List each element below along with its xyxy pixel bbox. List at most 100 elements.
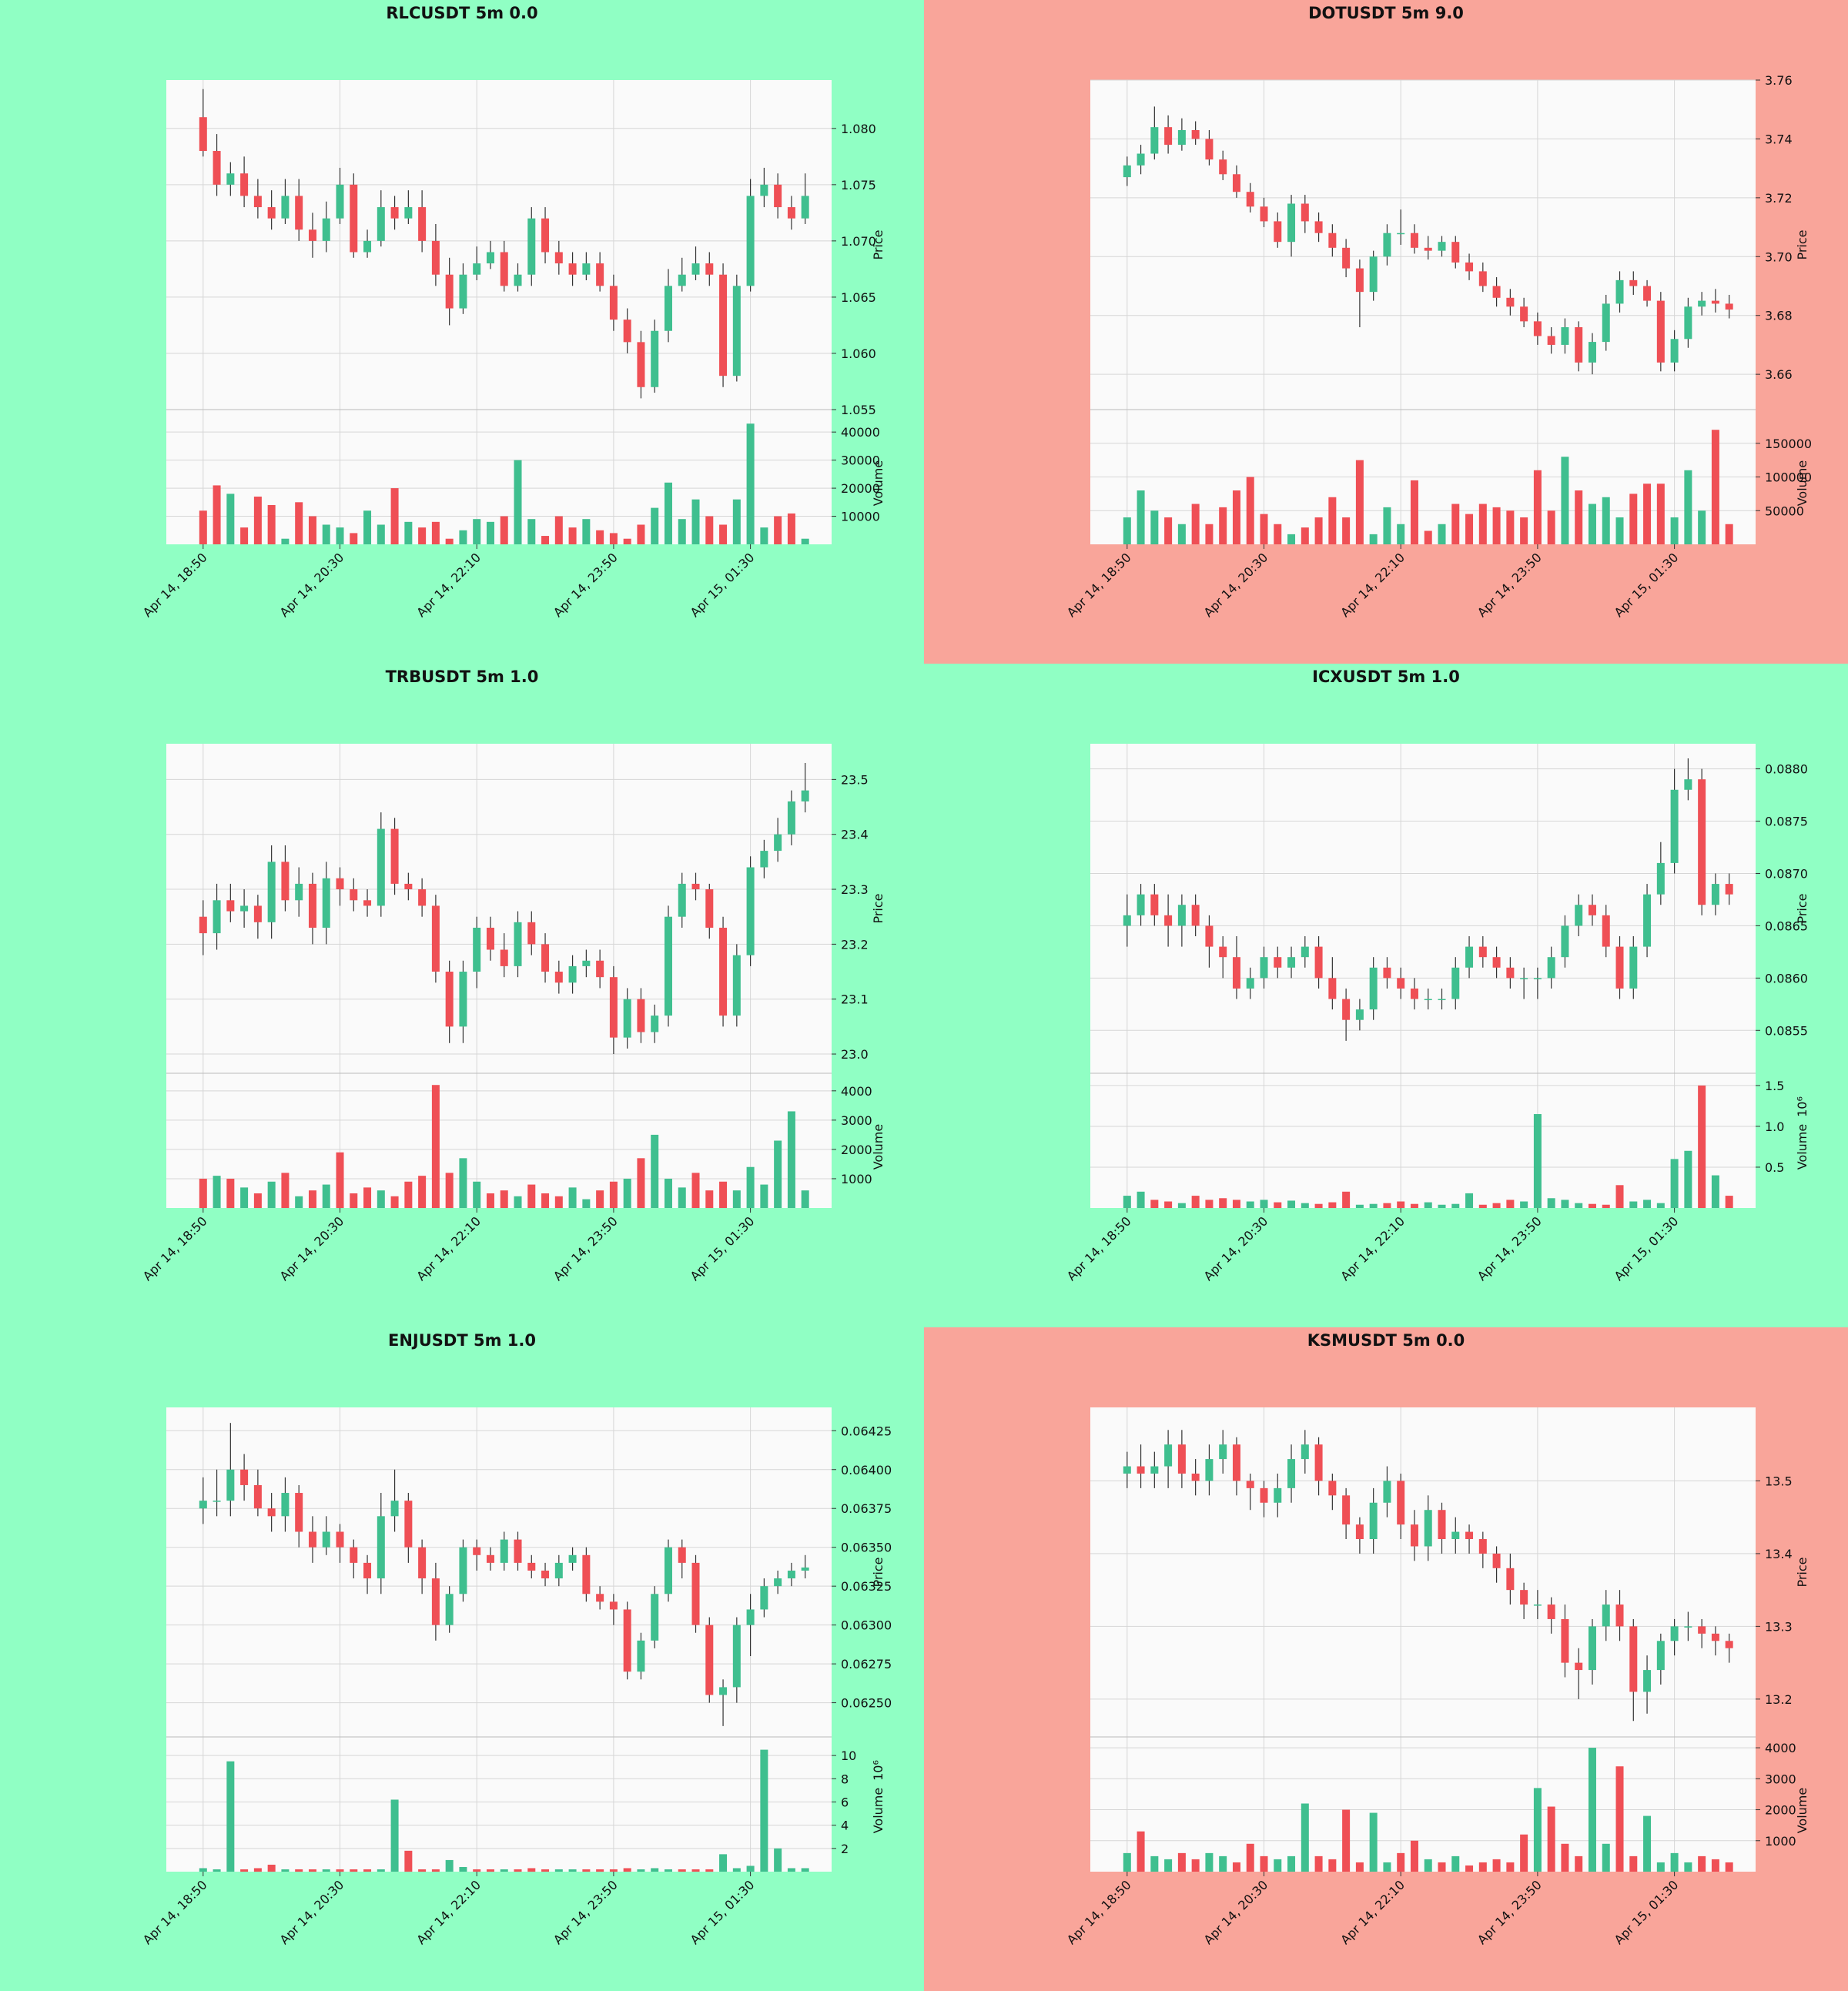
y-tick-label: 0.06275 bbox=[841, 1657, 892, 1671]
price-plot-area bbox=[166, 744, 832, 1073]
volume-bar bbox=[1698, 1855, 1706, 1872]
volume-bar bbox=[199, 510, 207, 544]
candle-body bbox=[1643, 286, 1652, 301]
volume-bar bbox=[705, 1190, 714, 1208]
volume-bar bbox=[486, 1869, 494, 1872]
volume-bar bbox=[363, 1869, 372, 1872]
volume-bar bbox=[336, 1152, 344, 1208]
candle-body bbox=[705, 263, 714, 275]
volume-bar bbox=[719, 1181, 728, 1208]
candle-body bbox=[226, 173, 235, 185]
candle-body bbox=[1711, 884, 1719, 905]
volume-bar bbox=[609, 1869, 618, 1872]
candle-body bbox=[1684, 306, 1692, 340]
volume-bar bbox=[1520, 517, 1528, 544]
volume-bar bbox=[473, 1869, 481, 1872]
volume-bar bbox=[1137, 1831, 1145, 1872]
y-tick-label: 1.055 bbox=[841, 403, 876, 417]
candle-body bbox=[322, 878, 330, 928]
candle-body bbox=[267, 1508, 276, 1517]
volume-bar bbox=[404, 1181, 413, 1208]
volume-bar bbox=[1314, 517, 1323, 544]
candle-body bbox=[322, 1531, 330, 1548]
candle-body bbox=[1123, 165, 1131, 178]
candle-body bbox=[787, 1570, 795, 1579]
y-tick-label: 0.0875 bbox=[1765, 815, 1808, 829]
volume-bar bbox=[281, 538, 290, 544]
volume-bar bbox=[1287, 1200, 1296, 1208]
candle-body bbox=[514, 1539, 522, 1563]
y-tick-label: 1.080 bbox=[841, 122, 876, 136]
candle-body bbox=[308, 883, 316, 928]
volume-plot-area bbox=[166, 410, 832, 544]
volume-bar bbox=[1301, 1203, 1309, 1208]
candle-body bbox=[664, 286, 672, 331]
volume-bar bbox=[1711, 1175, 1719, 1208]
y-tick-label: 23.2 bbox=[841, 937, 869, 952]
candle-body bbox=[1205, 925, 1214, 947]
volume-bar bbox=[1355, 1204, 1364, 1208]
volume-bar bbox=[431, 1869, 440, 1872]
candle-body bbox=[541, 1570, 550, 1579]
volume-bar bbox=[1533, 470, 1542, 544]
volume-bar bbox=[691, 1173, 700, 1208]
candle-body bbox=[1588, 342, 1596, 363]
volume-bar bbox=[459, 1158, 467, 1208]
candle-body bbox=[1137, 1466, 1145, 1474]
candle-body bbox=[514, 274, 522, 286]
chart-title: ICXUSDT 5m 1.0 bbox=[1312, 668, 1460, 686]
candle-body bbox=[691, 883, 700, 890]
candle-body bbox=[1410, 1524, 1418, 1547]
volume-bar bbox=[1328, 1859, 1337, 1872]
volume-bar bbox=[1410, 1840, 1418, 1872]
candle-body bbox=[363, 1562, 372, 1579]
volume-bar bbox=[527, 519, 536, 544]
y-tick-label: 0.06325 bbox=[841, 1579, 892, 1594]
volume-bar bbox=[1383, 507, 1391, 544]
candle-body bbox=[1438, 1510, 1446, 1540]
volume-bar bbox=[1328, 497, 1337, 544]
candle-body bbox=[1164, 127, 1173, 146]
y2-axis-offset: 10⁶ bbox=[871, 1760, 886, 1781]
candle-body bbox=[1397, 1481, 1405, 1525]
y-axis-label: Price bbox=[1795, 229, 1810, 259]
volume-bar bbox=[1575, 1203, 1583, 1208]
candle-body bbox=[1615, 946, 1624, 989]
volume-bar bbox=[1219, 507, 1227, 544]
candle-body bbox=[308, 1531, 316, 1548]
y-tick-label: 0.0870 bbox=[1765, 866, 1808, 881]
y-tick-label: 0.06425 bbox=[841, 1424, 892, 1438]
candle-body bbox=[1547, 957, 1555, 979]
volume-bar bbox=[1137, 490, 1145, 544]
candle-body bbox=[295, 1493, 303, 1532]
volume-bar bbox=[746, 1166, 755, 1208]
volume-bar bbox=[431, 1085, 440, 1208]
candle-body bbox=[527, 922, 536, 945]
candle-body bbox=[418, 889, 427, 906]
y2-tick-label: 1000 bbox=[841, 1172, 872, 1186]
candle-body bbox=[1451, 1531, 1460, 1540]
candle-body bbox=[486, 927, 494, 950]
candle-body bbox=[1287, 957, 1296, 968]
candle-body bbox=[1355, 268, 1364, 293]
candle-body bbox=[1424, 247, 1432, 251]
volume-bar bbox=[596, 1869, 604, 1872]
volume-bar bbox=[1246, 1201, 1254, 1208]
volume-bar bbox=[418, 1176, 427, 1208]
volume-bar bbox=[623, 538, 631, 544]
candle-body bbox=[240, 905, 249, 912]
candle-body bbox=[1629, 1626, 1638, 1692]
volume-bar bbox=[1725, 524, 1733, 544]
volume-bar bbox=[1424, 530, 1432, 544]
y-axis-label: Price bbox=[1795, 1557, 1810, 1587]
chart-title: KSMUSDT 5m 0.0 bbox=[1307, 1331, 1465, 1350]
volume-bar bbox=[350, 1193, 358, 1208]
volume-bar bbox=[1533, 1788, 1542, 1872]
price-plot-area bbox=[166, 80, 832, 410]
volume-bar bbox=[226, 494, 235, 544]
volume-bar bbox=[664, 1178, 672, 1208]
y-tick-label: 0.06300 bbox=[841, 1618, 892, 1633]
volume-bar bbox=[746, 1866, 755, 1872]
volume-bar bbox=[1369, 1203, 1378, 1208]
candle-body bbox=[1684, 1626, 1692, 1628]
